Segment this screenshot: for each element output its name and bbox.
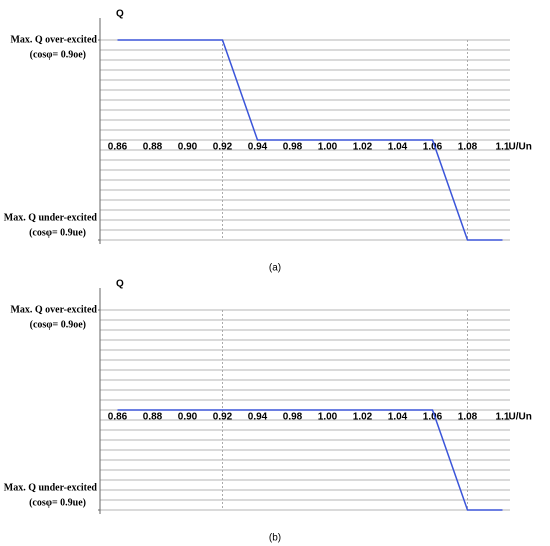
x-tick-label: 0.94 [248, 142, 268, 153]
x-tick-label: 1.08 [458, 142, 478, 153]
x-tick-label: 0.88 [143, 412, 163, 423]
caption: (b) [269, 533, 281, 544]
x-tick-label: 0.92 [213, 412, 233, 423]
y-tick-note: (cosφ= 0.9ue) [29, 497, 86, 508]
y-tick-note: (cosφ= 0.9oe) [30, 49, 86, 60]
x-tick-label: 1.1 [496, 142, 510, 153]
x-tick-label: 1.04 [388, 412, 408, 423]
y-axis-label: Q [116, 9, 124, 20]
x-tick-label: 1.04 [388, 142, 408, 153]
x-tick-label: 1.02 [353, 142, 373, 153]
x-tick-label: 0.90 [178, 142, 198, 153]
x-tick-label: 0.86 [108, 412, 128, 423]
x-tick-label: 0.92 [213, 142, 233, 153]
x-axis-label: U/Un [509, 142, 532, 153]
x-tick-label: 0.88 [143, 142, 163, 153]
y-tick-note: (cosφ= 0.9oe) [30, 319, 86, 330]
x-tick-label: 0.90 [178, 412, 198, 423]
x-tick-label: 0.98 [283, 412, 303, 423]
x-tick-label: 1.00 [318, 142, 338, 153]
y-tick-note: (cosφ= 0.9ue) [29, 227, 86, 238]
y-tick-label: Max. Q under-excited [4, 482, 98, 493]
x-tick-label: 1.08 [458, 412, 478, 423]
x-tick-label: 1.06 [423, 142, 443, 153]
x-tick-label: 1.06 [423, 412, 443, 423]
y-tick-label: Max. Q over-excited [10, 34, 97, 45]
y-axis-label: Q [116, 279, 124, 290]
y-tick-label: Max. Q under-excited [4, 212, 98, 223]
x-tick-label: 0.94 [248, 412, 268, 423]
x-tick-label: 0.86 [108, 142, 128, 153]
line [117, 39, 503, 241]
x-tick-label: 1.00 [318, 412, 338, 423]
x-axis-label: U/Un [509, 412, 532, 423]
x-tick-label: 1.1 [496, 412, 510, 423]
y-tick-label: Max. Q over-excited [10, 304, 97, 315]
caption: (a) [269, 263, 281, 274]
x-tick-label: 0.98 [283, 142, 303, 153]
x-tick-label: 1.02 [353, 412, 373, 423]
line [117, 409, 503, 511]
